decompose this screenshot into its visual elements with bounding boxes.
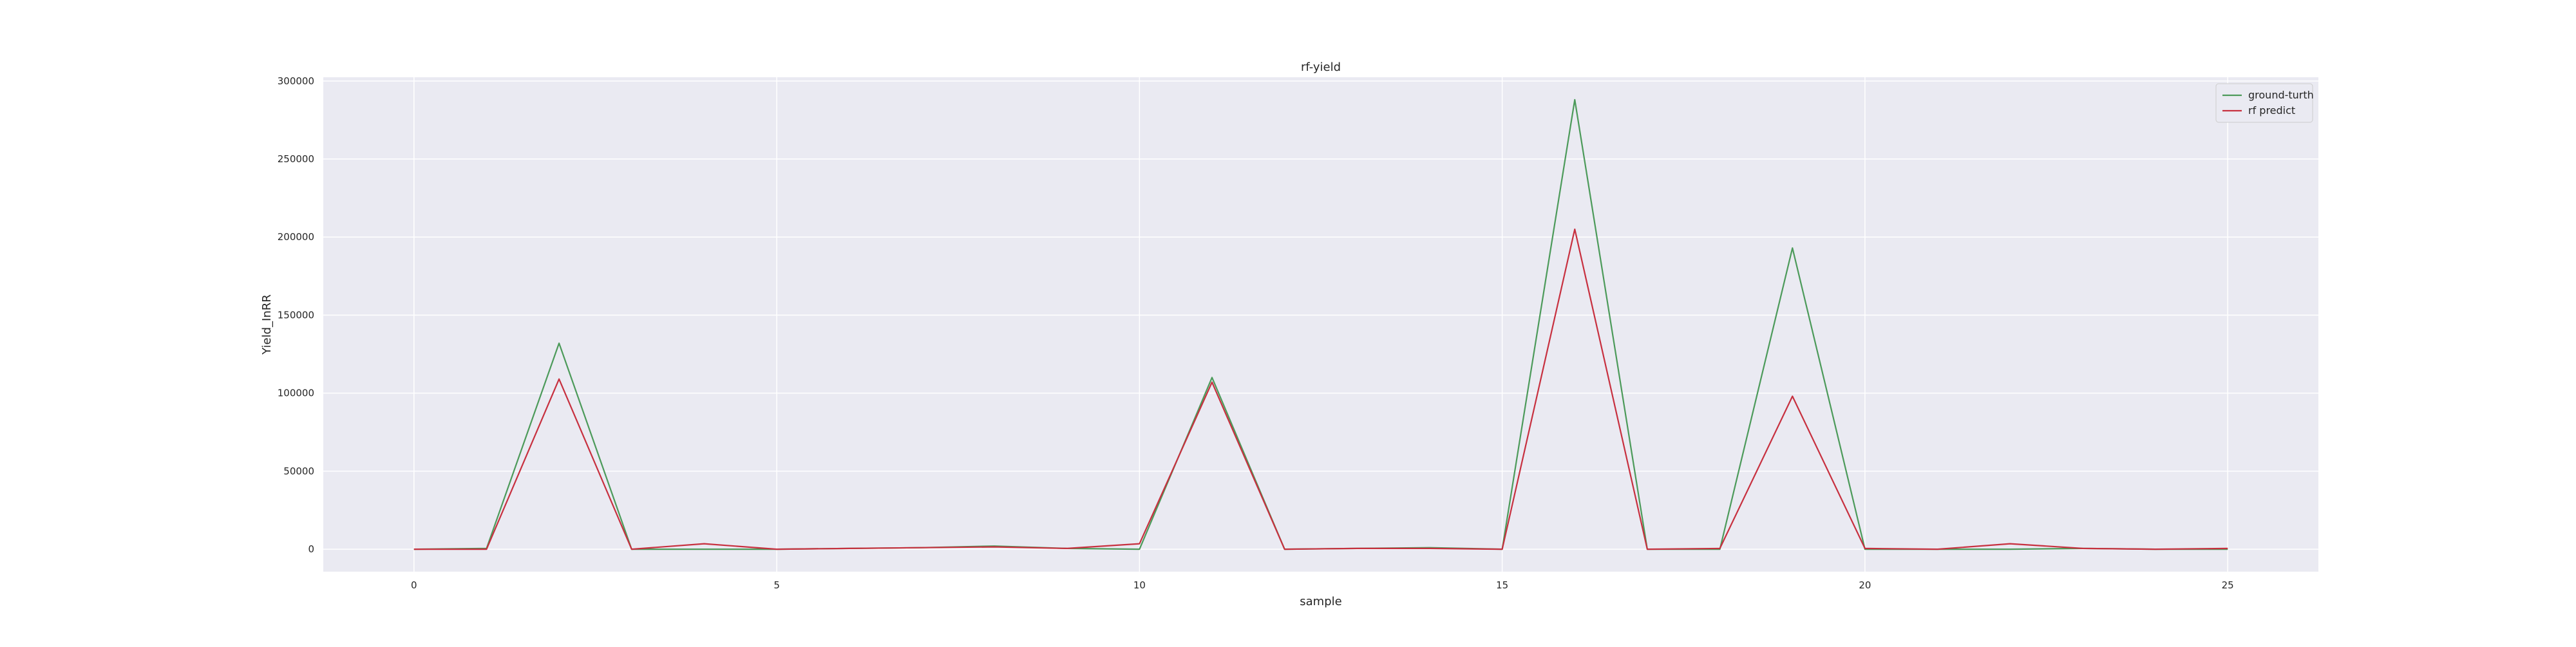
y-axis-ticks: 0 50000 100000 150000 200000 250000 300000: [278, 75, 314, 555]
y-tick-label: 50000: [283, 465, 314, 477]
plot-area: [323, 77, 2318, 572]
x-axis-ticks: 0 5 10 15 20 25: [411, 579, 2234, 591]
x-tick-label: 10: [1133, 579, 1146, 591]
series-lines: [413, 98, 2228, 550]
x-axis-title: sample: [1300, 595, 1341, 608]
y-tick-label: 0: [308, 543, 314, 555]
legend: ground-turth rf predict: [2215, 83, 2314, 123]
y-tick-label: 250000: [278, 153, 314, 165]
x-tick-label: 25: [2222, 579, 2234, 591]
legend-label-0: ground-turth: [2248, 89, 2314, 101]
series-line-1: [413, 229, 2228, 550]
legend-label-1: rf predict: [2248, 104, 2295, 117]
y-tick-label: 150000: [278, 309, 314, 321]
chart-title: rf-yield: [1301, 61, 1341, 74]
y-axis-title: Yield_InRR: [260, 294, 274, 355]
x-tick-label: 20: [1859, 579, 1871, 591]
y-tick-label: 200000: [278, 231, 314, 243]
x-tick-label: 15: [1496, 579, 1508, 591]
x-tick-label: 5: [773, 579, 780, 591]
y-tick-label: 300000: [278, 75, 314, 87]
x-tick-label: 0: [411, 579, 417, 591]
y-tick-label: 100000: [278, 388, 314, 399]
legend-box: [2215, 83, 2313, 123]
